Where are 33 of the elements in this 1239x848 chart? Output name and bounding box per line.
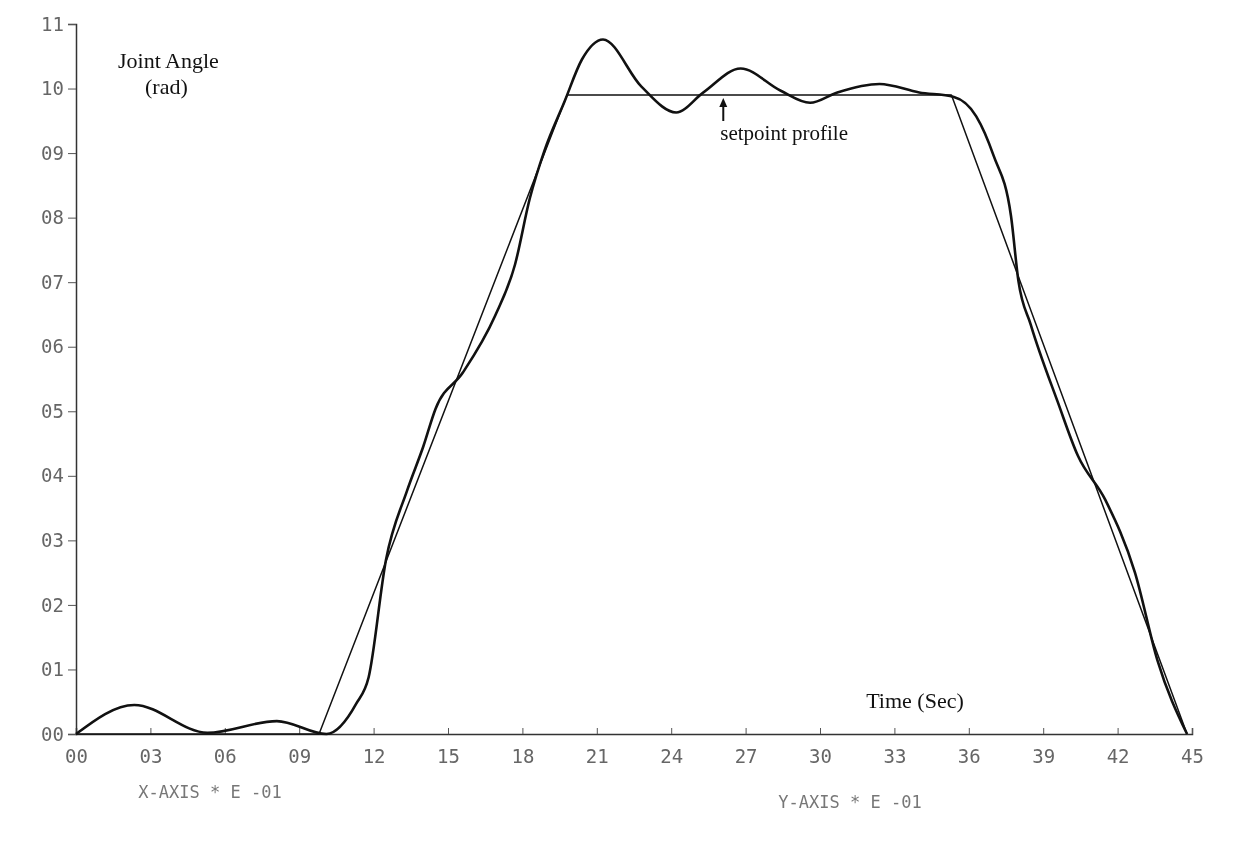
y-tick-label: 00 bbox=[41, 722, 64, 745]
x-axis-title: Time (Sec) bbox=[866, 688, 964, 713]
x-tick-label: 00 bbox=[65, 745, 88, 768]
y-tick-label: 05 bbox=[41, 399, 64, 422]
y-tick-label: 10 bbox=[41, 77, 64, 100]
x-tick-label: 21 bbox=[585, 745, 609, 768]
x-tick-label: 18 bbox=[511, 745, 535, 768]
x-tick-label: 06 bbox=[213, 745, 237, 768]
x-tick-label: 03 bbox=[139, 745, 163, 768]
y-tick-label: 07 bbox=[41, 270, 64, 293]
y-tick-label: 08 bbox=[41, 206, 64, 229]
x-tick-label: 12 bbox=[362, 745, 386, 768]
x-tick-label: 09 bbox=[288, 745, 312, 768]
x-tick-label: 24 bbox=[660, 745, 684, 768]
x-tick-label: 42 bbox=[1106, 745, 1130, 768]
x-tick-label: 27 bbox=[734, 745, 758, 768]
x-tick-label: 39 bbox=[1032, 745, 1056, 768]
y-axis-title: Joint Angle (rad) bbox=[118, 48, 219, 99]
x-tick-label: 36 bbox=[957, 745, 981, 768]
x-tick-label: 15 bbox=[437, 745, 460, 768]
x-tick-label: 45 bbox=[1181, 745, 1204, 768]
text: Y-AXIS * E -01 bbox=[778, 792, 922, 812]
text: X-AXIS * E -01 bbox=[138, 782, 282, 802]
y-tick-label: 02 bbox=[41, 593, 64, 616]
y-tick-label: 01 bbox=[41, 658, 64, 681]
y-tick-label: 11 bbox=[41, 12, 64, 35]
y-tick-label: 09 bbox=[41, 141, 64, 164]
y-tick-label: 06 bbox=[41, 335, 64, 358]
annotation: setpoint profile bbox=[720, 121, 849, 145]
x-tick-label: 30 bbox=[809, 745, 832, 768]
y-tick-label: 03 bbox=[41, 528, 64, 551]
y-tick-label: 04 bbox=[41, 464, 64, 487]
x-tick-label: 33 bbox=[883, 745, 907, 768]
